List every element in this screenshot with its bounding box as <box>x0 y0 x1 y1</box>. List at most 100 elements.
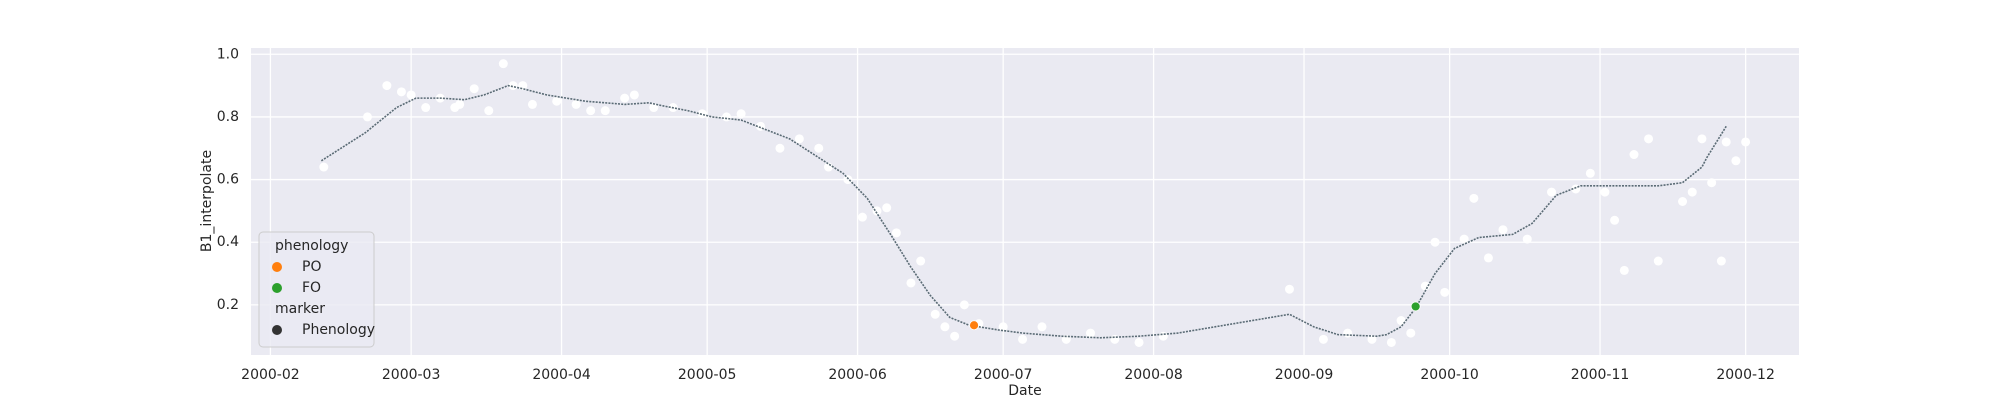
y-axis-label: B1_interpolate <box>199 150 215 252</box>
y-tick-label: 0.2 <box>217 297 239 313</box>
data-point <box>722 112 732 122</box>
data-point <box>1430 237 1440 247</box>
data-point <box>1600 187 1610 197</box>
data-point <box>1469 193 1479 203</box>
data-point <box>1483 253 1493 263</box>
data-point <box>697 109 707 119</box>
data-point <box>1653 256 1663 266</box>
legend-label: PO <box>302 259 321 275</box>
data-point <box>362 112 372 122</box>
data-point <box>872 206 882 216</box>
data-point <box>1741 137 1751 147</box>
x-tick-label: 2000-04 <box>532 367 591 383</box>
x-tick-label: 2000-12 <box>1716 367 1775 383</box>
data-point <box>1716 256 1726 266</box>
data-point <box>891 228 901 238</box>
data-point <box>775 143 785 153</box>
x-tick-label: 2000-09 <box>1275 367 1334 383</box>
y-tick-label: 0.4 <box>217 234 239 250</box>
y-tick-label: 1.0 <box>217 46 239 62</box>
data-point <box>571 99 581 109</box>
x-tick-label: 2000-02 <box>241 367 300 383</box>
data-point <box>1721 137 1731 147</box>
y-tick-label: 0.6 <box>217 172 239 188</box>
data-point <box>1585 168 1595 178</box>
plot-background <box>251 48 1799 355</box>
x-tick-label: 2000-08 <box>1124 367 1183 383</box>
data-point <box>1498 225 1508 235</box>
data-point <box>843 175 853 185</box>
data-point <box>406 90 416 100</box>
legend: phenology PO FO marker Phenology <box>258 231 375 348</box>
data-point <box>1687 187 1697 197</box>
phenology-point <box>1410 301 1421 312</box>
data-point <box>1318 334 1328 344</box>
data-point <box>1037 322 1047 332</box>
data-point <box>508 81 518 91</box>
data-point <box>1731 156 1741 166</box>
x-tick-label: 2000-05 <box>678 367 737 383</box>
data-point <box>950 331 960 341</box>
x-tick-label: 2000-11 <box>1571 367 1630 383</box>
data-point <box>649 103 659 113</box>
data-point <box>396 87 406 97</box>
data-point <box>518 81 528 91</box>
y-tick-label: 0.8 <box>217 109 239 125</box>
data-point <box>600 106 610 116</box>
data-point <box>1406 328 1416 338</box>
x-tick-label: 2000-07 <box>974 367 1033 383</box>
data-point <box>1440 287 1450 297</box>
data-point <box>498 59 508 69</box>
grid <box>251 48 1799 355</box>
data-point <box>1629 150 1639 160</box>
data-point <box>1619 265 1629 275</box>
data-point <box>1697 134 1707 144</box>
data-point <box>552 96 562 106</box>
legend-box <box>258 231 375 348</box>
data-point <box>882 203 892 213</box>
phenology-point <box>969 320 979 331</box>
data-point <box>1610 215 1620 225</box>
data-point <box>857 212 867 222</box>
legend-swatch <box>272 325 282 335</box>
legend-subtitle: marker <box>275 301 325 317</box>
data-point <box>469 84 479 94</box>
data-point <box>906 278 916 288</box>
data-point <box>484 106 494 116</box>
data-point <box>1158 331 1168 341</box>
data-point <box>916 256 926 266</box>
legend-title: phenology <box>275 238 348 254</box>
data-point <box>736 109 746 119</box>
data-point <box>794 134 804 144</box>
data-point <box>1110 334 1120 344</box>
legend-swatch <box>272 283 282 293</box>
data-point <box>527 99 537 109</box>
data-point <box>1644 134 1654 144</box>
x-axis-label: Date <box>1008 383 1041 399</box>
data-point <box>1707 178 1717 188</box>
data-point <box>1284 284 1294 294</box>
legend-label: Phenology <box>302 322 375 338</box>
data-point <box>930 309 940 319</box>
data-point <box>421 103 431 113</box>
data-point <box>629 90 639 100</box>
line <box>320 84 1727 339</box>
data-point <box>1086 328 1096 338</box>
data-point <box>998 322 1008 332</box>
data-point <box>620 93 630 103</box>
data-point <box>940 322 950 332</box>
data-point <box>1367 334 1377 344</box>
data-point <box>1522 234 1532 244</box>
data-point <box>1343 328 1353 338</box>
data-point <box>382 81 392 91</box>
legend-swatch <box>272 262 282 272</box>
legend-label: FO <box>302 280 321 296</box>
data-point <box>1386 337 1396 347</box>
data-point <box>959 300 969 310</box>
data-point <box>319 162 329 172</box>
data-point <box>1547 187 1557 197</box>
data-point <box>1459 234 1469 244</box>
data-point <box>823 162 833 172</box>
data-point <box>1018 334 1028 344</box>
